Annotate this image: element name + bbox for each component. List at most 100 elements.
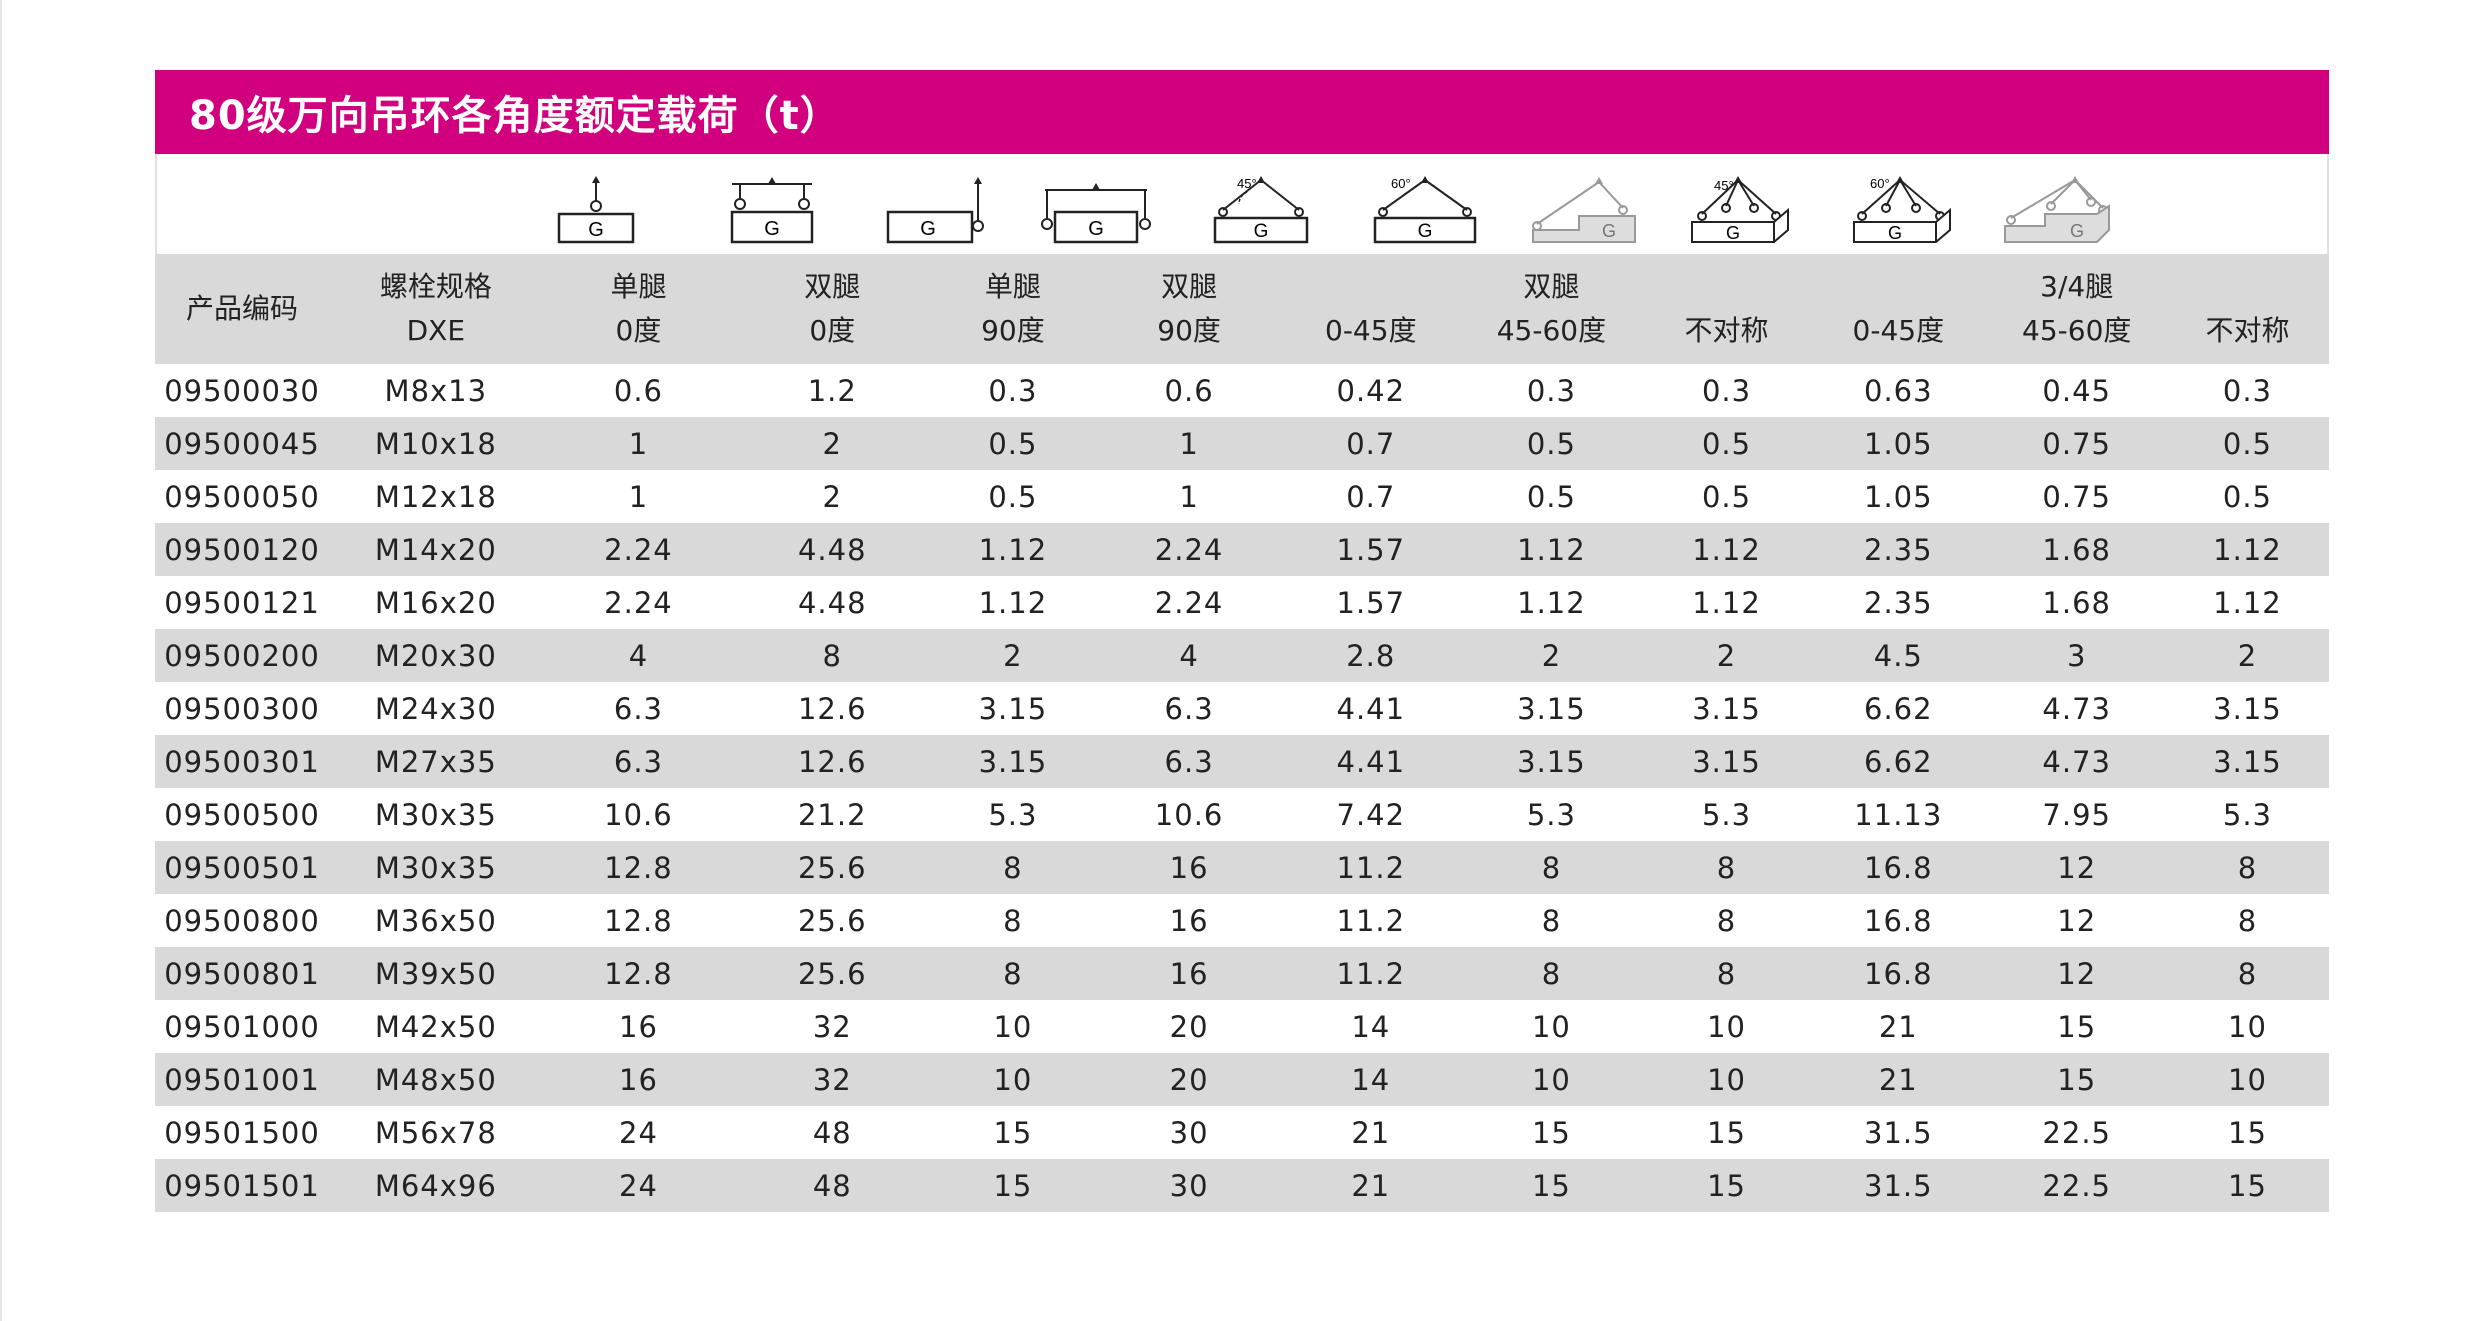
load-value-cell: 0.5 bbox=[988, 426, 1038, 461]
load-value-cell: 1 bbox=[628, 479, 649, 514]
load-value-cell: 12 bbox=[2057, 956, 2097, 991]
bolt-spec-cell: M48x50 bbox=[374, 1062, 497, 1097]
load-value-cell: 5.3 bbox=[2222, 797, 2273, 832]
svg-text:G: G bbox=[1602, 221, 1616, 241]
load-value-cell: 4.73 bbox=[2042, 744, 2111, 779]
load-value-cell: 3.15 bbox=[1517, 691, 1586, 726]
load-value-cell: 4.41 bbox=[1336, 744, 1406, 779]
load-value-cell: 12.8 bbox=[604, 956, 673, 991]
table-row: 09501000 M42x50 16 32 10 20 14 10 10 21 15 10 bbox=[155, 1000, 2329, 1053]
load-value-cell: 22.5 bbox=[2042, 1168, 2111, 1203]
load-value-cell: 2 bbox=[1716, 638, 1737, 673]
load-value-cell: 0.5 bbox=[2222, 426, 2273, 461]
double-leg-0-icon: G bbox=[683, 154, 861, 254]
load-value-cell: 32 bbox=[812, 1009, 852, 1044]
product-code-cell: 09501001 bbox=[164, 1062, 320, 1097]
bolt-spec-cell: M30x35 bbox=[374, 797, 497, 832]
table-row: 09500800 M36x50 12.8 25.6 8 16 11.2 8 8 16.8 12 8 bbox=[155, 894, 2329, 947]
header-double-45-60: 双腿 45-60度 bbox=[1496, 270, 1607, 347]
load-value-cell: 3.15 bbox=[1517, 744, 1586, 779]
load-value-cell: 2.24 bbox=[1154, 532, 1224, 567]
load-value-cell: 24 bbox=[619, 1168, 658, 1203]
load-value-cell: 10 bbox=[993, 1062, 1033, 1097]
table-row: 09500200 M20x30 4 8 2 4 2.8 2 2 4.5 3 2 bbox=[155, 629, 2329, 682]
table-row: 09500050 M12x18 1 2 0.5 1 0.7 0.5 0.5 1.05 0.75 0.5 bbox=[155, 470, 2329, 523]
load-value-cell: 32 bbox=[812, 1062, 852, 1097]
table-header-row: 产品编码 螺栓规格 DXE 单腿 0度 双腿 0度 单腿 90度 双腿 90度 0-45度… bbox=[155, 254, 2329, 364]
load-value-cell: 8 bbox=[822, 638, 842, 673]
load-value-cell: 7.95 bbox=[2042, 797, 2111, 832]
load-value-cell: 5.3 bbox=[1526, 797, 1576, 832]
bolt-spec-cell: M30x35 bbox=[374, 850, 497, 885]
load-value-cell: 11.2 bbox=[1336, 903, 1406, 938]
load-value-cell: 10 bbox=[1531, 1009, 1571, 1044]
product-code-cell: 09500121 bbox=[164, 585, 320, 620]
header-single-90: 单腿 90度 bbox=[981, 270, 1045, 347]
load-value-cell: 1.05 bbox=[1864, 426, 1933, 461]
load-value-cell: 4.48 bbox=[797, 585, 867, 620]
header-code: 产品编码 bbox=[185, 292, 298, 325]
load-value-cell: 10 bbox=[1707, 1009, 1746, 1044]
multi-leg-asymmetric-icon: G bbox=[1983, 154, 2131, 254]
load-value-cell: 4 bbox=[628, 638, 649, 673]
load-value-cell: 8 bbox=[1003, 956, 1023, 991]
double-leg-asymmetric-icon: G bbox=[1509, 154, 1659, 254]
load-value-cell: 30 bbox=[1169, 1115, 1209, 1150]
load-value-cell: 15 bbox=[1531, 1115, 1571, 1150]
load-value-cell: 20 bbox=[1169, 1009, 1209, 1044]
header-tf-45-60: 3/4腿 45-60度 bbox=[2022, 270, 2132, 347]
svg-text:G: G bbox=[2070, 221, 2084, 241]
load-value-cell: 0.7 bbox=[1346, 426, 1396, 461]
load-value-cell: 12 bbox=[2057, 903, 2097, 938]
load-value-cell: 3.15 bbox=[978, 744, 1048, 779]
load-value-cell: 3.15 bbox=[2213, 744, 2282, 779]
load-value-cell: 1 bbox=[628, 426, 649, 461]
bolt-spec-cell: M8x13 bbox=[384, 373, 488, 408]
load-value-cell: 4.41 bbox=[1336, 691, 1406, 726]
load-value-cell: 21 bbox=[1351, 1115, 1391, 1150]
load-value-cell: 0.5 bbox=[1701, 426, 1752, 461]
load-value-cell: 6.3 bbox=[613, 744, 664, 779]
load-value-cell: 25.6 bbox=[797, 850, 867, 885]
load-value-cell: 0.5 bbox=[2222, 479, 2273, 514]
load-value-cell: 15 bbox=[1531, 1168, 1571, 1203]
load-value-cell: 16 bbox=[619, 1062, 658, 1097]
load-value-cell: 8 bbox=[1541, 956, 1562, 991]
load-value-cell: 15 bbox=[993, 1115, 1033, 1150]
load-value-cell: 10 bbox=[1707, 1062, 1746, 1097]
double-leg-45-icon: 45° G bbox=[1181, 154, 1341, 254]
load-value-cell: 8 bbox=[1716, 903, 1737, 938]
load-value-cell: 6.3 bbox=[1164, 744, 1214, 779]
load-value-cell: 2.35 bbox=[1864, 585, 1933, 620]
table-row: 09500030 M8x13 0.6 1.2 0.3 0.6 0.42 0.3 0.3 0.63 0… bbox=[155, 364, 2329, 417]
table-row: 09500301 M27x35 6.3 12.6 3.15 6.3 4.41 3.15 3.15… bbox=[155, 735, 2329, 788]
bolt-spec-cell: M64x96 bbox=[374, 1168, 497, 1203]
load-value-cell: 3.15 bbox=[2213, 691, 2282, 726]
load-value-cell: 21 bbox=[1878, 1009, 1918, 1044]
load-value-cell: 10.6 bbox=[604, 797, 673, 832]
table-title: 80级万向吊环各角度额定载荷（t） bbox=[155, 70, 2329, 154]
multi-leg-60-icon: 60° G bbox=[1821, 154, 1983, 254]
svg-text:45°: 45° bbox=[1714, 178, 1734, 193]
load-value-cell: 14 bbox=[1351, 1009, 1391, 1044]
table-row: 09500500 M30x35 10.6 21.2 5.3 10.6 7.42 5.3 5.3 1… bbox=[155, 788, 2329, 841]
load-value-cell: 2 bbox=[822, 426, 842, 461]
load-value-cell: 6.62 bbox=[1864, 744, 1933, 779]
header-double-asym: 不对称 bbox=[1684, 314, 1769, 347]
load-value-cell: 16.8 bbox=[1864, 903, 1933, 938]
svg-text:G: G bbox=[1888, 223, 1902, 243]
load-value-cell: 1.05 bbox=[1864, 479, 1933, 514]
table-row: 09500120 M14x20 2.24 4.48 1.12 2.24 1.57 1.12 1.… bbox=[155, 523, 2329, 576]
load-value-cell: 0.45 bbox=[2042, 373, 2111, 408]
svg-text:G: G bbox=[1254, 221, 1269, 242]
product-code-cell: 09500301 bbox=[164, 744, 320, 779]
load-value-cell: 2 bbox=[1541, 638, 1562, 673]
load-value-cell: 14 bbox=[1351, 1062, 1391, 1097]
header-tf-0-45: 0-45度 bbox=[1852, 314, 1945, 347]
bolt-spec-cell: M27x35 bbox=[374, 744, 497, 779]
load-value-cell: 2.24 bbox=[604, 585, 673, 620]
load-value-cell: 5.3 bbox=[1701, 797, 1752, 832]
load-value-cell: 8 bbox=[1003, 903, 1023, 938]
load-value-cell: 1.12 bbox=[2213, 585, 2282, 620]
load-value-cell: 30 bbox=[1169, 1168, 1209, 1203]
